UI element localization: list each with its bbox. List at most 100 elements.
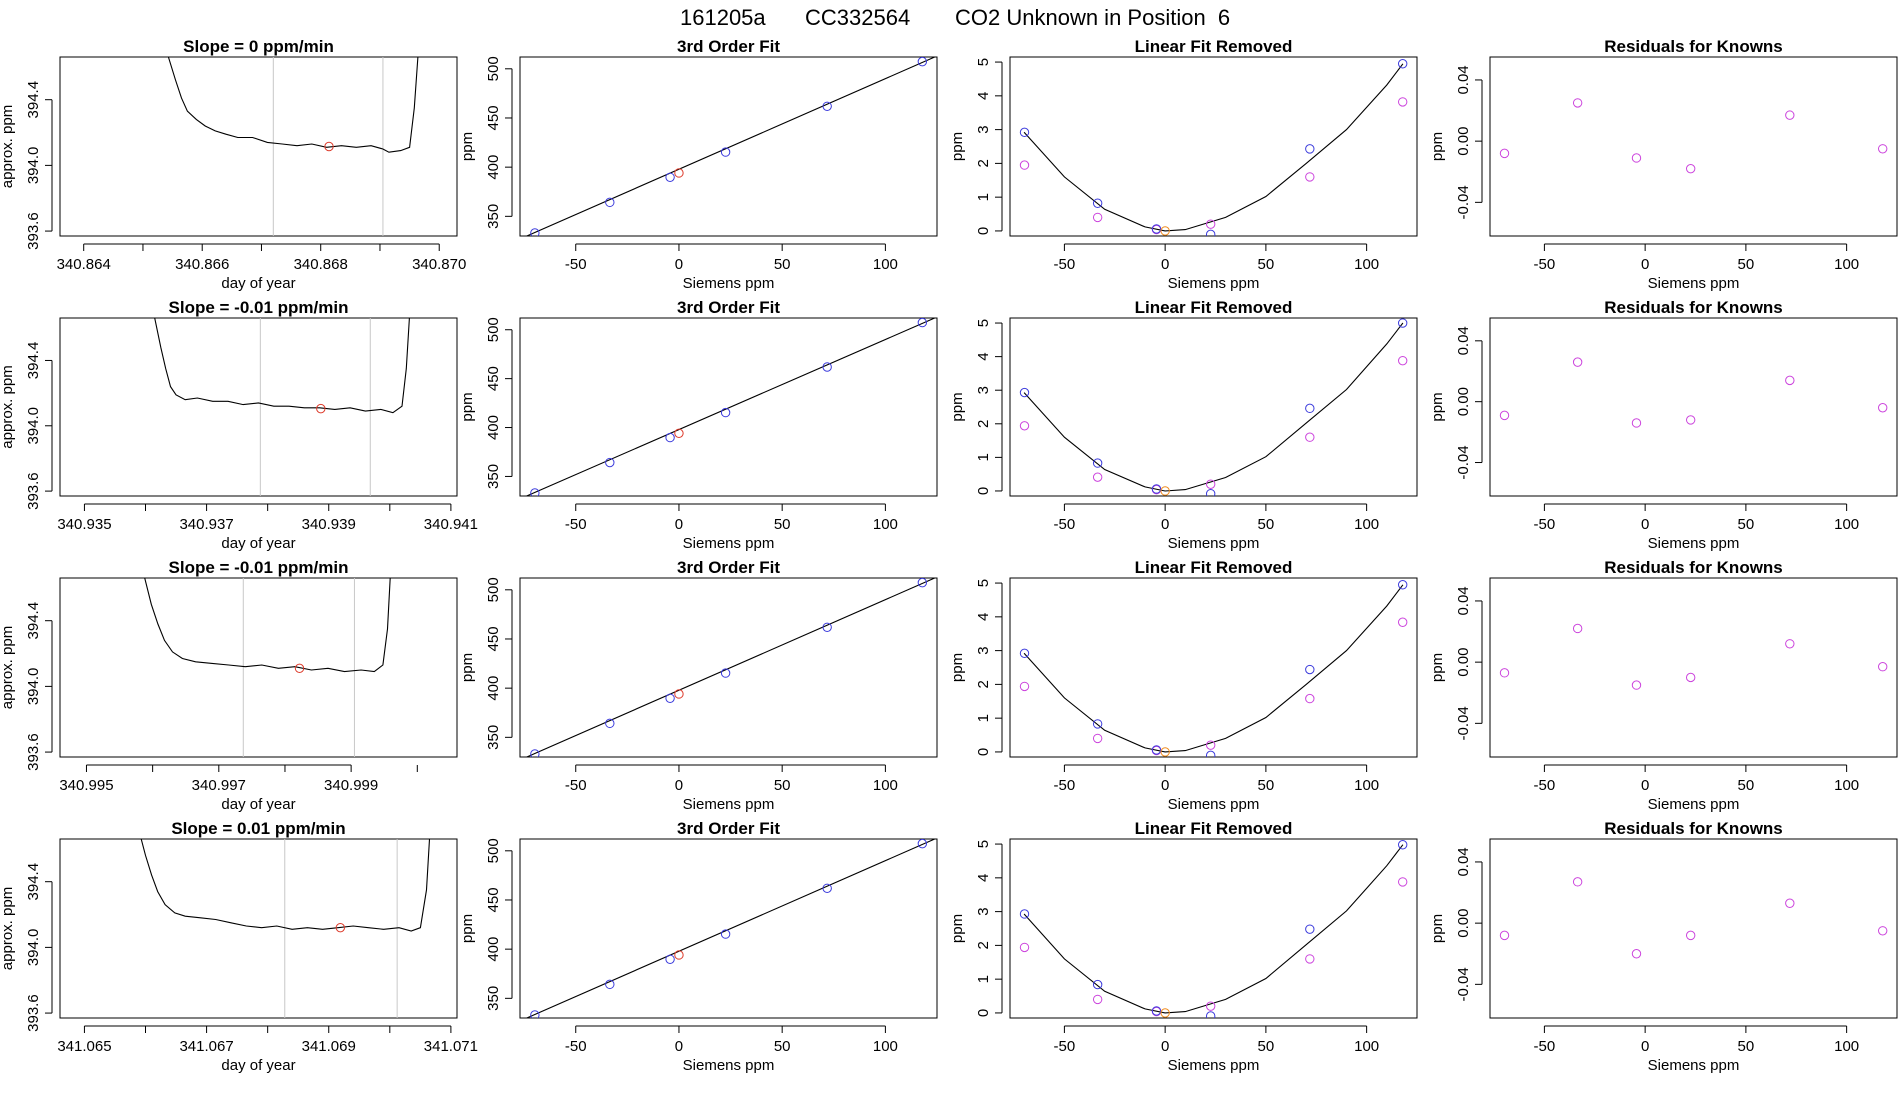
y-tick-label: 500 xyxy=(485,577,502,602)
x-tick-label: 0 xyxy=(1161,256,1169,273)
y-tick-label: -0.04 xyxy=(1455,445,1472,479)
figure-header: 161205a CC332564 CO2 Unknown in Position… xyxy=(0,0,1900,36)
x-axis: -50 0 50 100 xyxy=(1054,764,1379,794)
x-tick-label: 100 xyxy=(1354,516,1379,533)
x-axis: -50 0 50 100 xyxy=(1054,243,1379,273)
x-axis-label: Siemens ppm xyxy=(1648,535,1740,552)
y-axis: 350 400 450 500 xyxy=(485,577,513,750)
ppm-trace-line xyxy=(140,839,431,932)
known-standard-point xyxy=(1305,664,1315,675)
x-axis: -50 0 50 100 xyxy=(1534,1025,1859,1055)
known-standard-point xyxy=(1151,484,1162,494)
residual-point xyxy=(1631,949,1642,959)
residual-point xyxy=(1631,680,1642,690)
x-axis-label: day of year xyxy=(221,275,295,292)
known-standard-point xyxy=(1205,229,1216,236)
y-tick-label: 450 xyxy=(485,626,502,651)
y-tick-label: 450 xyxy=(485,105,502,130)
unknown-sample-point xyxy=(674,689,684,699)
residual-point xyxy=(1631,153,1642,163)
x-tick-label: 50 xyxy=(1258,256,1275,273)
linear-residual-point xyxy=(1092,994,1103,1005)
y-tick-label: 2 xyxy=(975,941,992,949)
x-tick-label: 50 xyxy=(1738,256,1755,273)
y-axis: -0.04 0.00 0.04 xyxy=(1455,847,1483,1001)
residual-point xyxy=(1877,926,1888,936)
x-tick-label: 100 xyxy=(1834,1038,1859,1055)
mean-value-point xyxy=(294,663,305,674)
y-tick-label: 0.04 xyxy=(1455,586,1472,615)
x-axis-label: Siemens ppm xyxy=(683,1057,775,1074)
x-tick-label: 50 xyxy=(774,777,791,794)
known-standard-point xyxy=(917,318,928,328)
plot-frame xyxy=(519,317,938,497)
y-axis: 350 400 450 500 xyxy=(485,56,513,229)
x-tick-label: -50 xyxy=(565,516,587,533)
y-tick-label: 0 xyxy=(975,227,992,235)
plot-area xyxy=(1019,59,1408,236)
linear-residual-point xyxy=(1305,693,1315,704)
linear-residual-point xyxy=(1305,954,1315,964)
unknown-sample-point xyxy=(1160,226,1170,236)
chart-panel-4: Residuals for Knowns Siemens ppm ppm -50 0 50… xyxy=(1429,37,1898,292)
chart-title: Slope = -0.01 ppm/min xyxy=(169,298,349,317)
known-standard-point xyxy=(917,839,928,849)
linear-residual-point xyxy=(1397,97,1408,107)
x-tick-label: 340.866 xyxy=(175,256,229,273)
x-axis-label: Siemens ppm xyxy=(1168,796,1260,813)
plot-frame xyxy=(1489,56,1898,237)
x-axis: -50 0 50 100 xyxy=(1054,503,1379,533)
x-tick-label: -50 xyxy=(1534,256,1556,273)
residual-point xyxy=(1685,415,1696,425)
plot-frame xyxy=(59,838,458,1019)
x-tick-label: 0 xyxy=(1641,516,1649,533)
known-standard-point xyxy=(917,57,928,67)
y-tick-label: 0.00 xyxy=(1455,648,1472,677)
y-axis-label: approx. ppm xyxy=(0,887,16,970)
known-standard-point xyxy=(1151,224,1162,234)
plot-frame xyxy=(59,317,458,497)
known-standard-point xyxy=(605,197,615,208)
y-tick-label: 350 xyxy=(485,464,502,489)
x-tick-label: 100 xyxy=(1834,777,1859,794)
x-tick-label: 341.069 xyxy=(302,1038,356,1055)
x-axis: 340.995 340.997 340.999 xyxy=(59,764,418,794)
x-axis: -50 0 50 100 xyxy=(1054,1025,1379,1055)
x-tick-label: 50 xyxy=(1738,777,1755,794)
linear-residual-point xyxy=(1092,733,1103,744)
known-standard-point xyxy=(822,101,832,111)
known-standard-point xyxy=(720,929,731,939)
x-tick-label: 340.868 xyxy=(294,256,348,273)
chart-title: 3rd Order Fit xyxy=(677,558,780,577)
known-standard-point xyxy=(1019,648,1030,659)
x-axis: -50 0 50 100 xyxy=(565,764,898,794)
linear-residual-point xyxy=(1205,1001,1216,1011)
known-standard-point xyxy=(605,979,615,990)
x-axis-label: Siemens ppm xyxy=(1648,275,1740,292)
x-tick-label: 0 xyxy=(1161,777,1169,794)
plot-frame xyxy=(59,56,458,237)
chart-title: Residuals for Knowns xyxy=(1604,558,1783,577)
chart-title: Linear Fit Removed xyxy=(1135,37,1293,56)
x-tick-label: 100 xyxy=(1354,777,1379,794)
y-tick-label: 0 xyxy=(975,1009,992,1017)
plot-area xyxy=(1499,623,1888,690)
unknown-sample-point xyxy=(674,428,684,439)
known-standard-point xyxy=(605,457,615,468)
y-tick-label: 394.0 xyxy=(25,929,42,967)
y-tick-label: 394.0 xyxy=(25,147,42,185)
x-tick-label: 340.999 xyxy=(324,777,378,794)
chart-panel-1: Slope = 0 ppm/min day of year approx. ppm 3… xyxy=(0,37,466,292)
residual-point xyxy=(1572,623,1583,634)
y-axis-label: ppm xyxy=(1429,132,1446,161)
x-tick-label: -50 xyxy=(1054,777,1076,794)
x-tick-label: -50 xyxy=(1534,516,1556,533)
known-standard-point xyxy=(1397,840,1408,850)
mean-value-point xyxy=(335,922,346,933)
residual-point xyxy=(1785,375,1795,386)
linear-residual-point xyxy=(1205,219,1216,229)
y-axis: 393.6 394.0 394.4 xyxy=(25,863,53,1032)
y-tick-label: 500 xyxy=(485,317,502,342)
y-tick-label: 1 xyxy=(975,714,992,722)
